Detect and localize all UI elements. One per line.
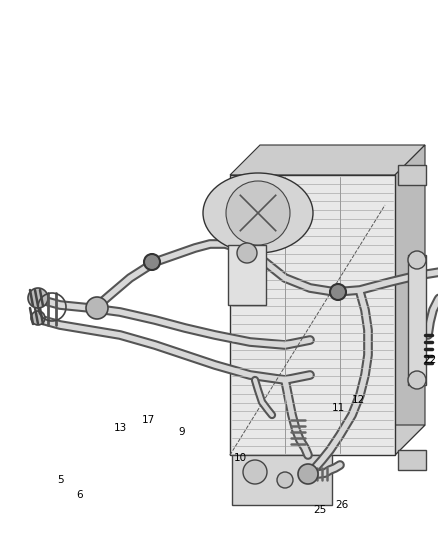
Bar [232,455,332,505]
Circle shape [144,254,160,270]
Polygon shape [395,145,425,455]
Circle shape [330,284,346,300]
Text: 6: 6 [77,490,83,500]
Text: 26: 26 [336,500,349,510]
Bar [398,165,426,185]
Text: 25: 25 [313,505,327,515]
Circle shape [408,371,426,389]
Bar [230,175,395,455]
Text: 11: 11 [332,403,345,413]
Ellipse shape [203,173,313,253]
Polygon shape [230,145,425,175]
Circle shape [237,243,257,263]
Bar [408,255,426,385]
Circle shape [226,181,290,245]
Circle shape [86,297,108,319]
Circle shape [28,288,48,308]
Circle shape [277,472,293,488]
Text: 22: 22 [424,355,437,365]
Text: 17: 17 [141,415,155,425]
Bar [228,245,266,305]
Text: 10: 10 [233,453,247,463]
Polygon shape [230,425,425,455]
Circle shape [408,251,426,269]
Text: 9: 9 [179,427,185,437]
Text: 12: 12 [351,395,364,405]
Text: 5: 5 [57,475,64,485]
Circle shape [298,464,318,484]
Text: 13: 13 [113,423,127,433]
Circle shape [31,311,45,325]
Circle shape [243,460,267,484]
Bar [398,450,426,470]
